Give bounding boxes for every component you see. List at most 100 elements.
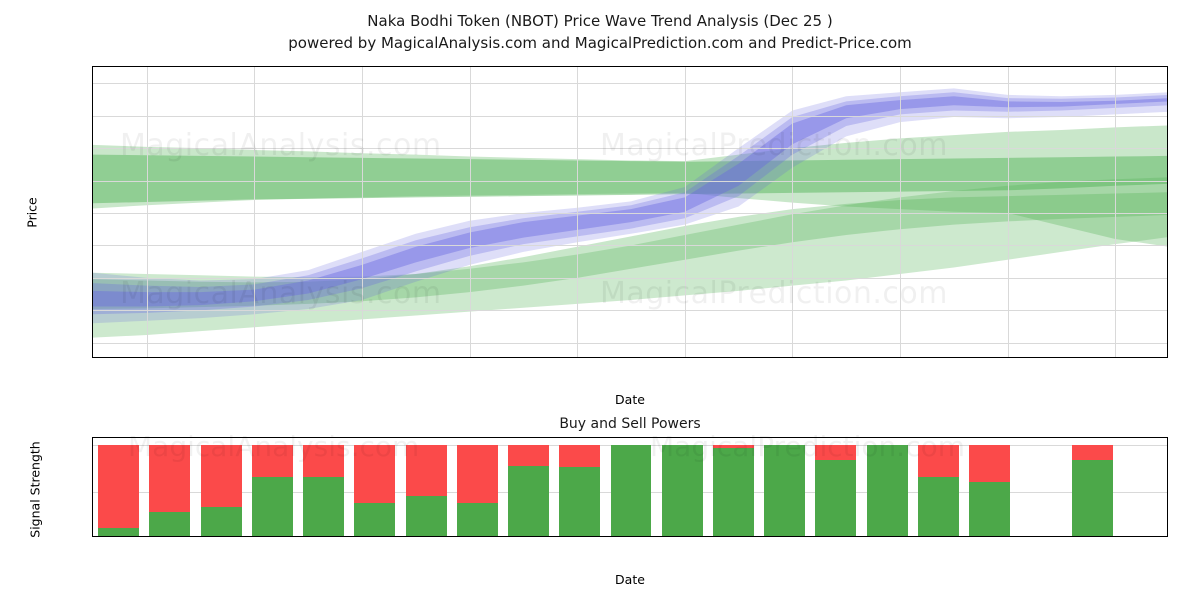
bar-segment-buy[interactable]: [303, 476, 345, 536]
gridline-v: [684, 67, 686, 357]
bar-segment-buy[interactable]: [456, 502, 498, 536]
y-tick: [92, 83, 93, 84]
x-tick: [938, 536, 939, 537]
bar-segment-sell[interactable]: [508, 445, 549, 466]
wave-band-upper-green-wide: [93, 125, 1167, 247]
bar-segment-buy[interactable]: [200, 506, 242, 536]
bar-segment-sell[interactable]: [815, 445, 857, 461]
x-tick: [147, 357, 148, 358]
x-tick: [426, 536, 427, 537]
bar-segment-buy[interactable]: [354, 502, 396, 536]
bar-segment-sell[interactable]: [303, 445, 345, 477]
gridline-h: [93, 148, 1167, 150]
bar-segment-buy[interactable]: [559, 466, 601, 536]
y-tick: [92, 245, 93, 246]
bar-segment-buy[interactable]: [764, 445, 806, 536]
bar-segment-buy[interactable]: [1071, 460, 1113, 536]
bar-segment-buy[interactable]: [251, 476, 293, 536]
y-axis-title-price: Price: [24, 197, 40, 228]
gridline-h: [93, 310, 1167, 312]
gridline-v: [900, 67, 901, 357]
x-tick: [1143, 536, 1144, 537]
y-tick: [92, 278, 93, 279]
bar-segment-sell[interactable]: [969, 445, 1011, 482]
x-axis-title-signal: Date: [615, 572, 645, 587]
bar-segment-sell[interactable]: [1071, 445, 1113, 461]
x-tick: [119, 536, 120, 537]
y-tick: [92, 148, 93, 149]
wave-band-blue-outer: [93, 88, 1167, 324]
bar-segment-buy[interactable]: [149, 512, 191, 536]
gridline-v: [577, 67, 579, 357]
x-tick: [792, 357, 793, 358]
gridline-v: [146, 67, 148, 357]
x-tick: [733, 536, 734, 537]
gridline-v: [362, 67, 363, 357]
x-tick: [1115, 357, 1116, 358]
x-tick: [221, 536, 222, 537]
gridline-h: [93, 245, 1167, 247]
x-tick: [1008, 357, 1009, 358]
bar-segment-sell[interactable]: [456, 445, 498, 503]
gridline-v: [469, 67, 471, 357]
wave-band-lower-green-narrow: [93, 192, 1167, 310]
bar-segment-sell[interactable]: [712, 445, 754, 449]
bar-segment-buy[interactable]: [866, 445, 908, 536]
bar-segment-sell[interactable]: [251, 445, 293, 477]
x-axis-title-price: Date: [615, 392, 645, 407]
x-tick: [254, 357, 255, 358]
y-tick: [92, 492, 93, 493]
x-tick: [900, 357, 901, 358]
price-wave-chart: 0.00500.00550.00600.00650.00700.00750.00…: [92, 66, 1168, 358]
bar-segment-buy[interactable]: [508, 465, 549, 536]
gridline-v: [792, 67, 794, 357]
bar-segment-sell[interactable]: [405, 445, 447, 497]
bar-segment-buy[interactable]: [405, 496, 447, 536]
bar-segment-buy[interactable]: [917, 476, 959, 536]
y-tick: [92, 445, 93, 446]
bar-segment-buy[interactable]: [98, 527, 140, 536]
bar-segment-sell[interactable]: [917, 445, 959, 477]
gridline-v: [1115, 67, 1117, 357]
x-tick: [685, 357, 686, 358]
wave-band-lower-green-wide: [93, 177, 1167, 338]
x-tick: [577, 357, 578, 358]
y-tick: [92, 213, 93, 214]
page-subtitle: powered by MagicalAnalysis.com and Magic…: [288, 34, 912, 52]
bar-segment-sell[interactable]: [98, 445, 140, 528]
buy-sell-powers-chart: 0.00.51.0 2025-12-072025-12-092025-12-11…: [92, 437, 1168, 537]
gridline-h: [93, 213, 1167, 214]
bar-segment-buy[interactable]: [712, 448, 754, 536]
gridline-v: [254, 67, 256, 357]
x-tick: [470, 357, 471, 358]
x-tick: [324, 536, 325, 537]
y-axis-title-signal: Signal Strength: [27, 441, 43, 538]
x-tick: [362, 357, 363, 358]
gridline-v: [1007, 67, 1009, 357]
gridline-h: [93, 277, 1167, 279]
gridline-h: [93, 342, 1167, 344]
bar-segment-buy[interactable]: [969, 481, 1011, 536]
x-tick: [836, 536, 837, 537]
y-tick: [92, 181, 93, 182]
wave-bands: [93, 88, 1167, 338]
bar-segment-buy[interactable]: [661, 445, 703, 536]
y-tick: [92, 343, 93, 344]
page-title: Naka Bodhi Token (NBOT) Price Wave Trend…: [367, 12, 833, 30]
title-block: Naka Bodhi Token (NBOT) Price Wave Trend…: [0, 10, 1200, 54]
x-tick: [631, 536, 632, 537]
gridline-h: [93, 180, 1167, 182]
y-tick: [92, 310, 93, 311]
wave-band-blue-mid: [93, 92, 1167, 315]
y-tick: [92, 116, 93, 117]
bars-chart-title: Buy and Sell Powers: [559, 416, 701, 432]
bar-segment-buy[interactable]: [610, 445, 652, 536]
bar-segment-sell[interactable]: [200, 445, 242, 507]
bar-segment-sell[interactable]: [559, 445, 601, 467]
wave-band-upper-green-core: [93, 154, 1167, 204]
bar-segment-buy[interactable]: [815, 460, 857, 536]
gridline-h: [93, 115, 1167, 117]
bar-segment-sell[interactable]: [354, 445, 396, 503]
bar-segment-sell[interactable]: [149, 445, 191, 513]
